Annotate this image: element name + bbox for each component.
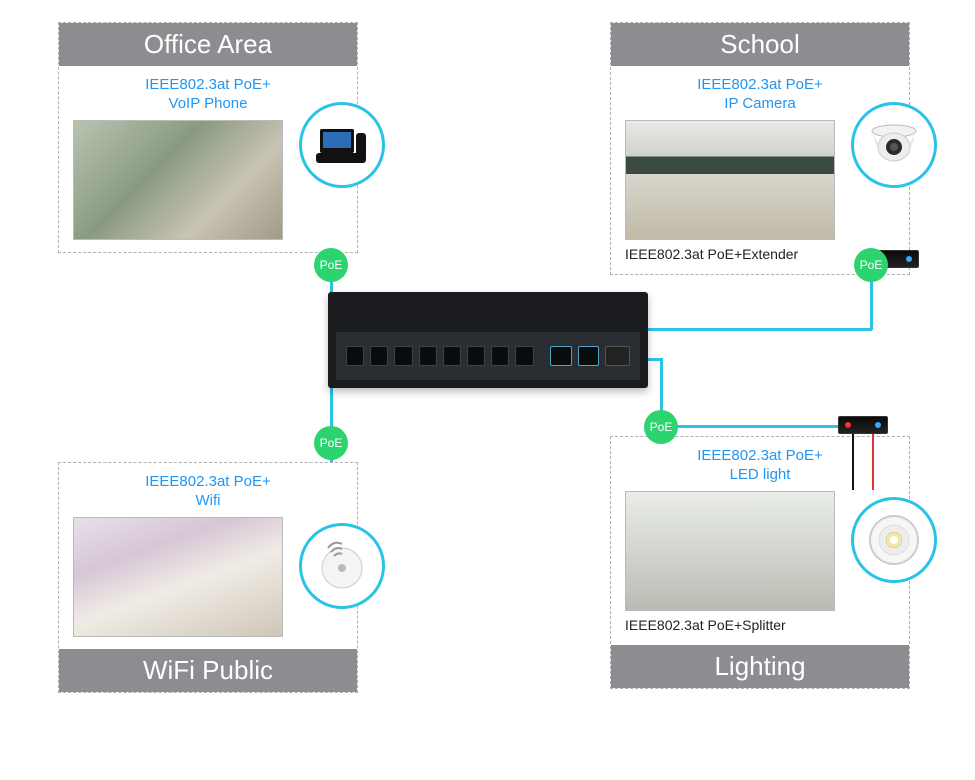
wifi-ap-icon [299, 523, 385, 609]
connector-line [676, 425, 842, 428]
splitter-wire-black [852, 434, 854, 490]
scene-image-corridor [625, 491, 835, 611]
splitter-label: IEEE802.3at PoE+Splitter [625, 617, 895, 633]
sfp-port [605, 346, 630, 366]
device-label: IEEE802.3at PoE+ LED light [625, 447, 895, 485]
poe-port [419, 346, 437, 366]
poe-badge: PoE [314, 426, 348, 460]
panel-lighting: IEEE802.3at PoE+ LED light IEEE802.3at P… [610, 436, 910, 689]
scene-image-mall [73, 517, 283, 637]
device-label-line1: IEEE802.3at PoE+ [145, 76, 271, 93]
device-label-line1: IEEE802.3at PoE+ [697, 76, 823, 93]
poe-badge: PoE [854, 248, 888, 282]
poe-port [370, 346, 388, 366]
device-label-line2: LED light [730, 466, 791, 483]
poe-badge: PoE [644, 410, 678, 444]
device-label: IEEE802.3at PoE+ Wifi [73, 473, 343, 511]
device-label-line2: VoIP Phone [169, 95, 248, 112]
panel-title: School [611, 23, 909, 66]
uplink-port [550, 346, 571, 366]
poe-splitter-icon [838, 416, 888, 434]
panel-title: Office Area [59, 23, 357, 66]
splitter-wire-red [872, 434, 874, 490]
voip-phone-icon [299, 102, 385, 188]
poe-badge: PoE [314, 248, 348, 282]
device-label: IEEE802.3at PoE+ VoIP Phone [73, 76, 343, 114]
uplink-port [578, 346, 599, 366]
device-label: IEEE802.3at PoE+ IP Camera [625, 76, 895, 114]
dome-camera-icon [851, 102, 937, 188]
poe-port [467, 346, 485, 366]
led-downlight-icon [851, 497, 937, 583]
scene-image-office [73, 120, 283, 240]
panel-title: WiFi Public [59, 649, 357, 692]
device-label-line2: Wifi [196, 492, 221, 509]
switch-ports [336, 332, 640, 380]
poe-switch [328, 292, 648, 388]
poe-port [394, 346, 412, 366]
device-label-line2: IP Camera [724, 95, 795, 112]
panel-wifi-public: IEEE802.3at PoE+ Wifi WiFi Public [58, 462, 358, 693]
device-label-line1: IEEE802.3at PoE+ [697, 447, 823, 464]
panel-title: Lighting [611, 645, 909, 688]
poe-port [443, 346, 461, 366]
panel-school: School IEEE802.3at PoE+ IP Camera IEEE80… [610, 22, 910, 275]
poe-port [491, 346, 509, 366]
device-label-line1: IEEE802.3at PoE+ [145, 473, 271, 490]
poe-port [346, 346, 364, 366]
panel-office-area: Office Area IEEE802.3at PoE+ VoIP Phone [58, 22, 358, 253]
poe-port [515, 346, 533, 366]
scene-image-classroom [625, 120, 835, 240]
